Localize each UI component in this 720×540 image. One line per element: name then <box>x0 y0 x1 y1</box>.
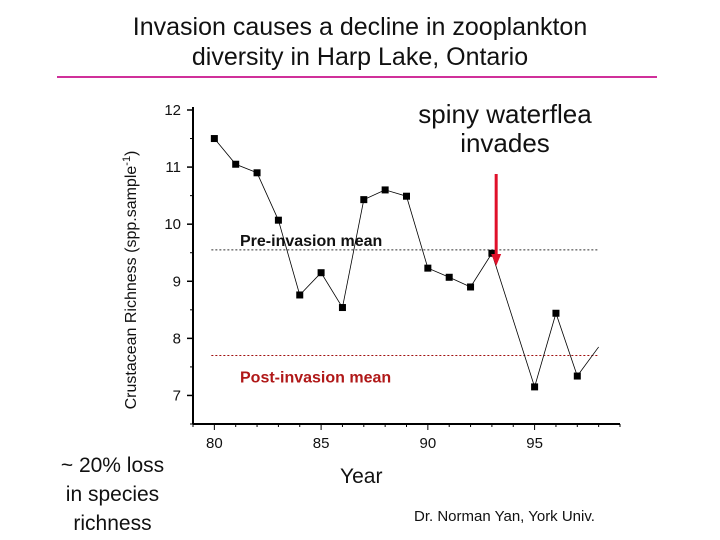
data-point <box>381 186 389 194</box>
data-point <box>424 264 432 272</box>
loss-line-3: richness <box>73 512 152 535</box>
y-tick-label: 9 <box>173 273 181 290</box>
loss-note: ~ 20% loss in species richness <box>40 451 185 538</box>
credit: Dr. Norman Yan, York Univ. <box>414 508 595 525</box>
data-point <box>338 304 346 312</box>
y-tick-label: 11 <box>165 159 181 176</box>
data-point <box>253 169 261 177</box>
x-tick-label: 95 <box>526 435 543 452</box>
series-line-tail <box>576 346 599 377</box>
data-point <box>467 283 475 291</box>
y-tick-label: 10 <box>164 216 181 233</box>
pre-invasion-mean-label: Pre-invasion mean <box>240 233 382 250</box>
loss-line-2: in species <box>65 483 160 506</box>
data-point <box>488 249 496 257</box>
y-tick-label: 8 <box>173 330 181 347</box>
x-tick-label: 80 <box>206 435 223 452</box>
x-tick-label: 85 <box>313 435 330 452</box>
data-point <box>552 309 560 317</box>
data-point <box>274 216 282 224</box>
data-point <box>531 383 539 391</box>
title-line-1: Invasion causes a decline in zooplankton <box>132 13 588 41</box>
title-divider <box>57 76 657 78</box>
x-axis-label: Year <box>340 465 383 488</box>
y-tick-label: 7 <box>173 387 181 404</box>
invasion-arrow-head <box>491 254 502 266</box>
data-point <box>232 160 240 168</box>
data-point <box>573 372 581 380</box>
data-point <box>317 269 325 277</box>
data-point <box>296 291 304 299</box>
series-line <box>214 138 578 389</box>
data-point <box>360 196 368 204</box>
loss-line-1: ~ 20% loss <box>60 454 165 477</box>
x-tick-label: 90 <box>420 435 437 452</box>
title-line-2: diversity in Harp Lake, Ontario <box>191 43 529 71</box>
data-point <box>210 135 218 143</box>
invades-line-2: invades <box>460 128 550 158</box>
invasion-annotation: spiny waterflea invades <box>400 100 610 158</box>
slide-title: Invasion causes a decline in zooplankton… <box>60 12 660 72</box>
post-invasion-mean-label: Post-invasion mean <box>240 369 391 386</box>
invades-line-1: spiny waterflea <box>418 99 592 129</box>
data-point <box>445 273 453 281</box>
y-tick-label: 12 <box>164 102 181 119</box>
data-point <box>403 192 410 200</box>
